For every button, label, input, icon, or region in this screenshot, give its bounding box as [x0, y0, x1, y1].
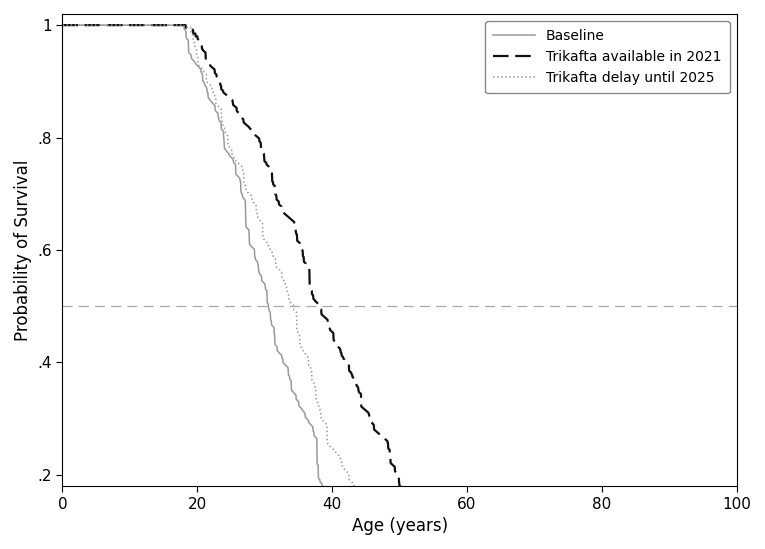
Baseline: [58, 22, 67, 29]
Line: Trikafta delay until 2025: Trikafta delay until 2025: [63, 25, 737, 549]
Y-axis label: Probability of Survival: Probability of Survival: [14, 159, 32, 341]
Line: Trikafta available in 2021: Trikafta available in 2021: [63, 25, 737, 549]
Trikafta delay until 2025: [368, 536, 377, 543]
Trikafta delay until 2025: [93, 22, 102, 29]
Trikafta available in 2021: [93, 22, 102, 29]
X-axis label: Age (years): Age (years): [351, 517, 448, 535]
Trikafta available in 2021: [386, 454, 395, 461]
Trikafta available in 2021: [58, 22, 67, 29]
Legend: Baseline, Trikafta available in 2021, Trikafta delay until 2025: Baseline, Trikafta available in 2021, Tr…: [485, 21, 730, 93]
Baseline: [93, 22, 102, 29]
Trikafta available in 2021: [368, 420, 377, 427]
Trikafta delay until 2025: [58, 22, 67, 29]
Line: Baseline: Baseline: [63, 25, 737, 549]
